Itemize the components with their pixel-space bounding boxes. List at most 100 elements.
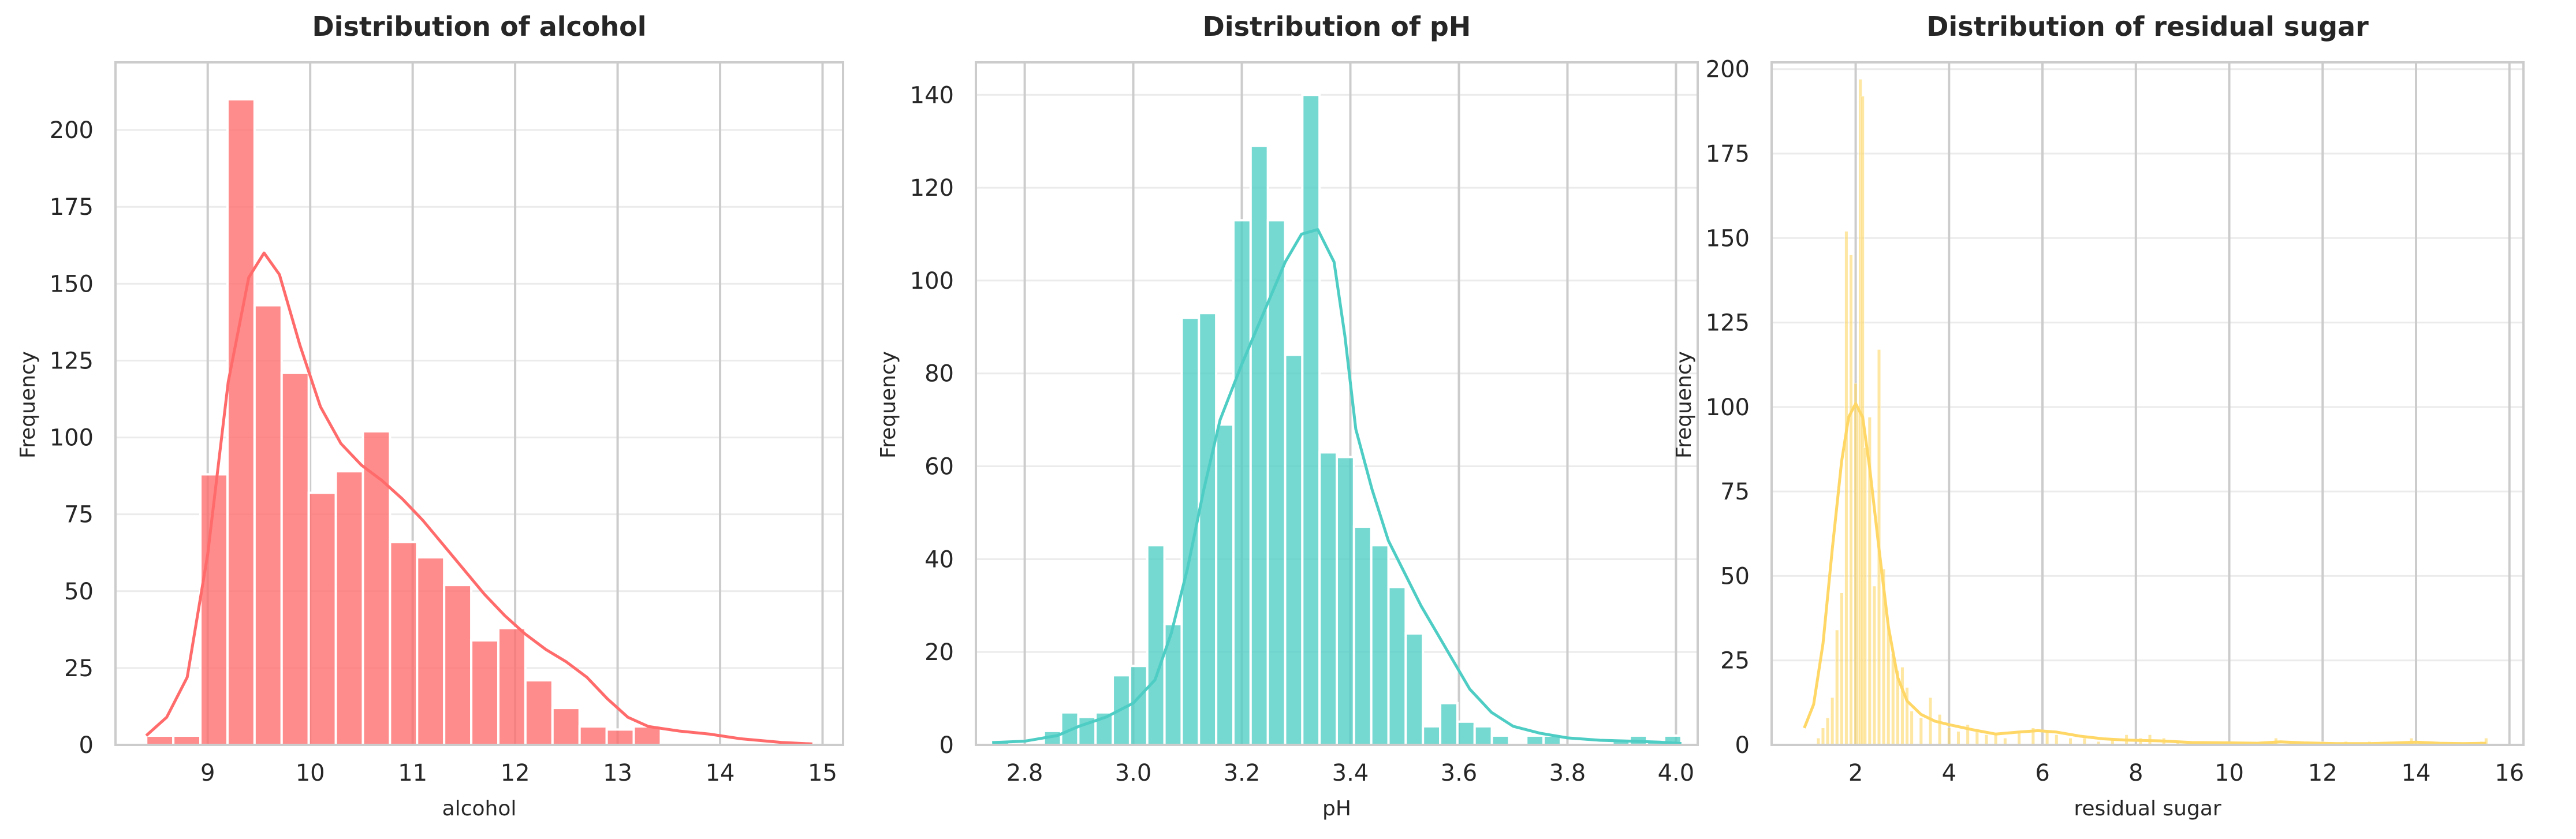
panel-1-axes-frame <box>975 61 1699 746</box>
panel-0-bars <box>145 98 662 747</box>
panel-0-x-tick-label: 10 <box>296 760 325 786</box>
histogram-bar <box>334 470 364 746</box>
histogram-bar <box>551 707 581 747</box>
panel-2-y-tick-label: 100 <box>1706 394 1750 421</box>
histogram-bar <box>1198 312 1218 746</box>
histogram-bar <box>416 556 446 746</box>
panel-0-title: Distribution of alcohol <box>312 11 647 42</box>
panel-2-y-tick-label: 200 <box>1706 57 1750 83</box>
histogram-bar <box>1404 632 1425 746</box>
histogram-bar <box>1387 586 1407 746</box>
histogram-bar <box>1821 728 1825 745</box>
histogram-bar <box>1215 423 1235 746</box>
panel-1-y-tick-label: 40 <box>924 546 954 573</box>
histogram-bar <box>1352 525 1373 746</box>
histogram-bar <box>389 540 419 746</box>
histogram-bar <box>1825 717 1830 745</box>
panel-2-y-tick-label: 75 <box>1720 479 1750 505</box>
panel-0-y-tick-label: 100 <box>50 425 94 452</box>
histogram-bar <box>605 728 635 747</box>
histogram-bar <box>1919 717 1923 745</box>
histogram-bar <box>1844 231 1848 745</box>
panel-0-x-axis-label: alcohol <box>442 797 517 821</box>
alcohol-histogram-panel: 0 25 50 75 100 125 150 175 200 9 10 11 12 13 14 15 Distr… <box>16 11 844 821</box>
histogram-bar <box>524 679 554 747</box>
histogram-bar <box>1456 720 1476 746</box>
panel-1-x-tick-label: 3.8 <box>1549 760 1586 786</box>
panel-1-y-axis-label: Frequency <box>877 351 900 458</box>
panel-0-y-axis-label: Frequency <box>16 351 40 458</box>
histogram-bar <box>1840 592 1844 745</box>
histogram-bar <box>1872 586 1877 745</box>
histogram-bar <box>1336 456 1355 746</box>
panel-0-x-tick-label: 15 <box>808 760 837 786</box>
panel-0-y-tick-label: 50 <box>64 579 94 605</box>
panel-2-y-tick-label: 175 <box>1706 141 1750 167</box>
panel-1-bars <box>991 94 1683 747</box>
histogram-bar <box>1525 734 1545 746</box>
residual-sugar-histogram-panel: 0 25 50 75 100 125 150 175 200 2 4 6 8 10 12 14 16 Distri… <box>1672 11 2525 821</box>
histogram-bar <box>1928 697 1933 745</box>
histogram-bar <box>1994 734 1998 745</box>
panel-2-x-axis-label: residual sugar <box>2074 797 2221 821</box>
panel-1-x-tick-label: 3.4 <box>1332 760 1369 786</box>
panel-1-y-tick-label: 140 <box>910 82 954 109</box>
panel-2-y-tick-label: 150 <box>1706 225 1750 252</box>
histogram-bar <box>1301 94 1321 746</box>
histogram-bar <box>1831 697 1835 745</box>
panel-2-y-tick-label: 25 <box>1720 648 1750 674</box>
panel-1-x-tick-label: 2.8 <box>1006 760 1043 786</box>
panel-0-y-tick-label: 150 <box>50 271 94 297</box>
histogram-bar <box>1900 667 1904 745</box>
histogram-bar <box>1849 255 1853 745</box>
panel-2-y-tick-label: 0 <box>1735 732 1750 759</box>
histogram-bar <box>2055 734 2059 745</box>
panel-1-y-tick-label: 0 <box>940 732 954 759</box>
panel-2-x-tick-label: 14 <box>2402 760 2431 786</box>
panel-1-y-tick-label: 120 <box>910 175 954 202</box>
panel-0-x-tick-label: 9 <box>200 760 215 786</box>
histogram-bar <box>253 304 283 746</box>
panel-1-kde-line <box>992 228 1682 745</box>
panel-1-y-tick-label: 100 <box>910 268 954 294</box>
histogram-bar <box>1422 725 1442 747</box>
panel-0-y-tick-label: 0 <box>79 732 94 759</box>
histogram-bar <box>1956 731 1960 745</box>
panel-2-x-tick-label: 12 <box>2308 760 2338 786</box>
histogram-bar <box>199 473 229 746</box>
panel-1-x-tick-label: 3.6 <box>1441 760 1478 786</box>
panel-1-x-axis-label: pH <box>1322 797 1351 821</box>
panel-2-x-tick-label: 8 <box>2128 760 2143 786</box>
panel-2-x-tick-label: 10 <box>2215 760 2244 786</box>
panel-0-x-tick-label: 11 <box>398 760 427 786</box>
panel-0-x-tick-label: 14 <box>706 760 735 786</box>
histogram-bar <box>443 584 473 746</box>
histogram-bar <box>1910 711 1914 745</box>
panel-2-kde-line <box>1803 402 2486 745</box>
histogram-bar <box>1284 353 1304 746</box>
histogram-bar <box>470 639 499 747</box>
histogram-bar <box>1473 725 1493 747</box>
histogram-bar <box>1146 544 1166 746</box>
histogram-bar <box>1863 447 1867 745</box>
panel-2-x-tick-label: 16 <box>2495 760 2524 786</box>
histogram-bar <box>226 98 256 747</box>
histogram-bar <box>361 430 392 746</box>
panel-0-y-tick-label: 25 <box>64 655 94 682</box>
panel-0-y-tick-label: 125 <box>50 348 94 374</box>
histogram-bar <box>1128 665 1149 747</box>
panel-0-y-tick-label: 175 <box>50 194 94 221</box>
histogram-bar <box>1938 714 1942 745</box>
histogram-bar <box>2045 731 2049 745</box>
panel-2-x-tick-label: 6 <box>2035 760 2049 786</box>
histogram-bar <box>1232 219 1252 746</box>
panel-1-x-tick-label: 3.0 <box>1115 760 1152 786</box>
histogram-bar <box>145 734 175 746</box>
panel-2-x-tick-label: 2 <box>1848 760 1863 786</box>
histogram-bar <box>172 734 202 746</box>
panel-0-y-tick-label: 75 <box>64 502 94 528</box>
histogram-bar <box>632 725 662 747</box>
histogram-bar <box>280 371 310 746</box>
histogram-bar <box>1947 728 1951 745</box>
